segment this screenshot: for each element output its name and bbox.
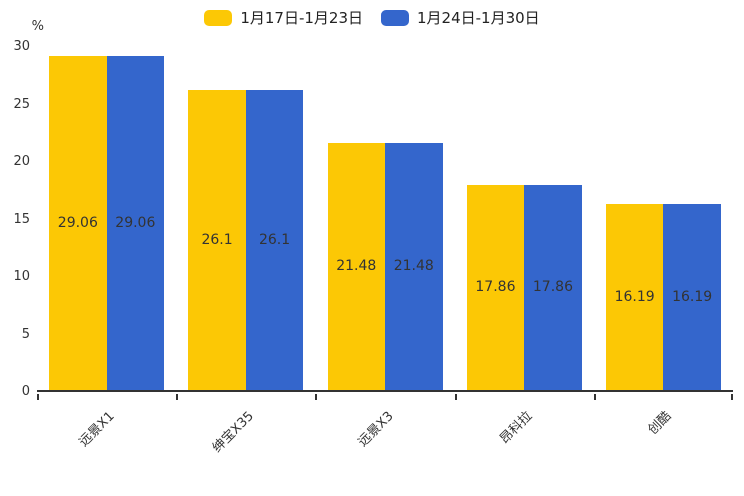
y-tick-label: 25 [13, 96, 30, 112]
legend-item-week2[interactable]: 1月24日-1月30日 [381, 8, 540, 28]
bar-value-label: 16.19 [672, 288, 713, 305]
x-category-label-昂科拉: 昂科拉 [497, 408, 536, 448]
bar-week1-远景X1[interactable]: 29.06 [49, 55, 107, 390]
bar-value-label: 17.86 [475, 279, 516, 296]
legend-label-week1: 1月17日-1月23日 [240, 9, 363, 27]
x-category-label-创酷: 创酷 [645, 408, 675, 438]
bar-week2-远景X3[interactable]: 21.48 [385, 142, 443, 390]
legend-label-week2: 1月24日-1月30日 [417, 9, 540, 27]
legend: 1月17日-1月23日 1月24日-1月30日 [0, 8, 744, 28]
y-tick-label: 0 [21, 384, 30, 399]
bar-week1-创酷[interactable]: 16.19 [605, 203, 664, 390]
bar-week1-绅宝X35[interactable]: 26.1 [188, 89, 246, 390]
bar-value-label: 26.1 [258, 231, 291, 248]
x-axis-tick [731, 394, 733, 400]
x-axis-tick [37, 394, 39, 400]
legend-swatch-week2 [381, 10, 409, 26]
bar-week1-远景X3[interactable]: 21.48 [327, 142, 385, 390]
legend-item-week1[interactable]: 1月17日-1月23日 [204, 8, 363, 28]
x-axis-labels: 远景X1 绅宝X35 远景X3 昂科拉 创酷 [37, 400, 733, 490]
x-category-label-绅宝X35: 绅宝X35 [210, 408, 258, 456]
plot-area: 29.06 29.06 26.1 26.1 21.48 21.48 17.86 17.86 16… [37, 47, 733, 392]
x-axis-tick [176, 394, 179, 400]
bar-value-label: 26.1 [201, 231, 233, 248]
y-tick-label: 10 [13, 269, 30, 284]
bar-week2-绅宝X35[interactable]: 26.1 [245, 89, 304, 390]
bar-value-label: 21.48 [336, 258, 377, 275]
legend-swatch-week1 [204, 10, 233, 26]
bar-value-label: 21.48 [393, 258, 434, 275]
x-axis-tick [454, 394, 457, 400]
x-category-label-远景X3: 远景X3 [355, 408, 397, 450]
bar-value-label: 17.86 [532, 279, 573, 296]
y-tick-label: 20 [13, 154, 30, 169]
y-axis-unit-label: % [31, 19, 44, 34]
bar-week2-昂科拉[interactable]: 17.86 [524, 184, 582, 390]
bar-value-label: 29.06 [115, 214, 156, 231]
bar-value-label: 16.19 [614, 288, 655, 305]
y-tick-label: 5 [21, 326, 30, 342]
bar-value-label: 29.06 [57, 214, 98, 231]
y-tick-label: 15 [13, 211, 30, 227]
x-axis-tick [315, 394, 318, 400]
y-tick-label: 30 [13, 39, 30, 54]
bar-week2-远景X1[interactable]: 29.06 [106, 55, 165, 390]
bar-week1-昂科拉[interactable]: 17.86 [466, 184, 525, 390]
bar-week2-创酷[interactable]: 16.19 [663, 203, 721, 390]
x-axis-tick [593, 394, 596, 400]
x-category-label-远景X1: 远景X1 [76, 408, 119, 450]
